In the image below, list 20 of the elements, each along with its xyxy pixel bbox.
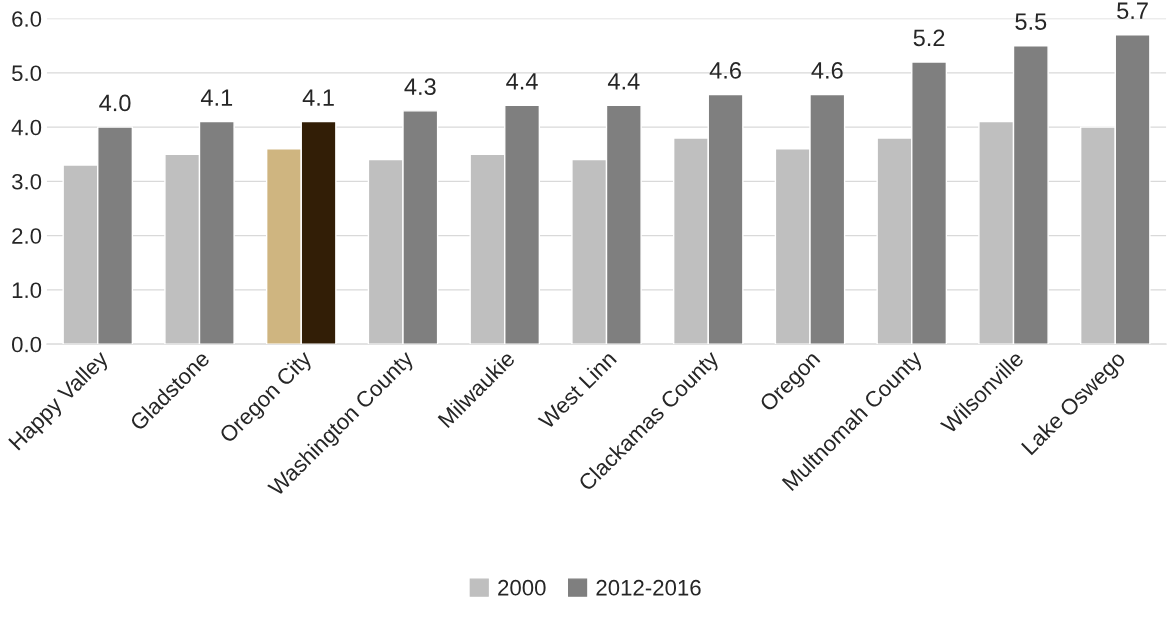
data-label: 4.6 xyxy=(709,62,741,79)
y-tick-label: 4.0 xyxy=(11,119,42,136)
y-tick-label: 1.0 xyxy=(12,282,42,299)
y-tick-label: 2.0 xyxy=(12,228,42,244)
data-label: 5.2 xyxy=(913,29,945,47)
legend-label: 2000 xyxy=(498,579,546,596)
data-label: 4.1 xyxy=(302,89,334,106)
data-label: 4.4 xyxy=(607,73,640,90)
y-tick-label: 6.0 xyxy=(12,11,42,27)
data-label: 4.4 xyxy=(506,73,538,90)
y-tick-label: 3.0 xyxy=(11,173,42,190)
data-label: 4.0 xyxy=(99,94,131,112)
data-label: 4.3 xyxy=(404,78,436,96)
data-label: 4.6 xyxy=(811,62,843,79)
y-tick-label: 5.0 xyxy=(12,65,42,82)
legend-label: 2012-2016 xyxy=(596,579,701,596)
data-label: 5.5 xyxy=(1015,13,1047,30)
data-label: 4.1 xyxy=(200,89,233,106)
y-tick-label: 0.0 xyxy=(12,336,42,353)
data-label: 5.7 xyxy=(1117,2,1148,20)
